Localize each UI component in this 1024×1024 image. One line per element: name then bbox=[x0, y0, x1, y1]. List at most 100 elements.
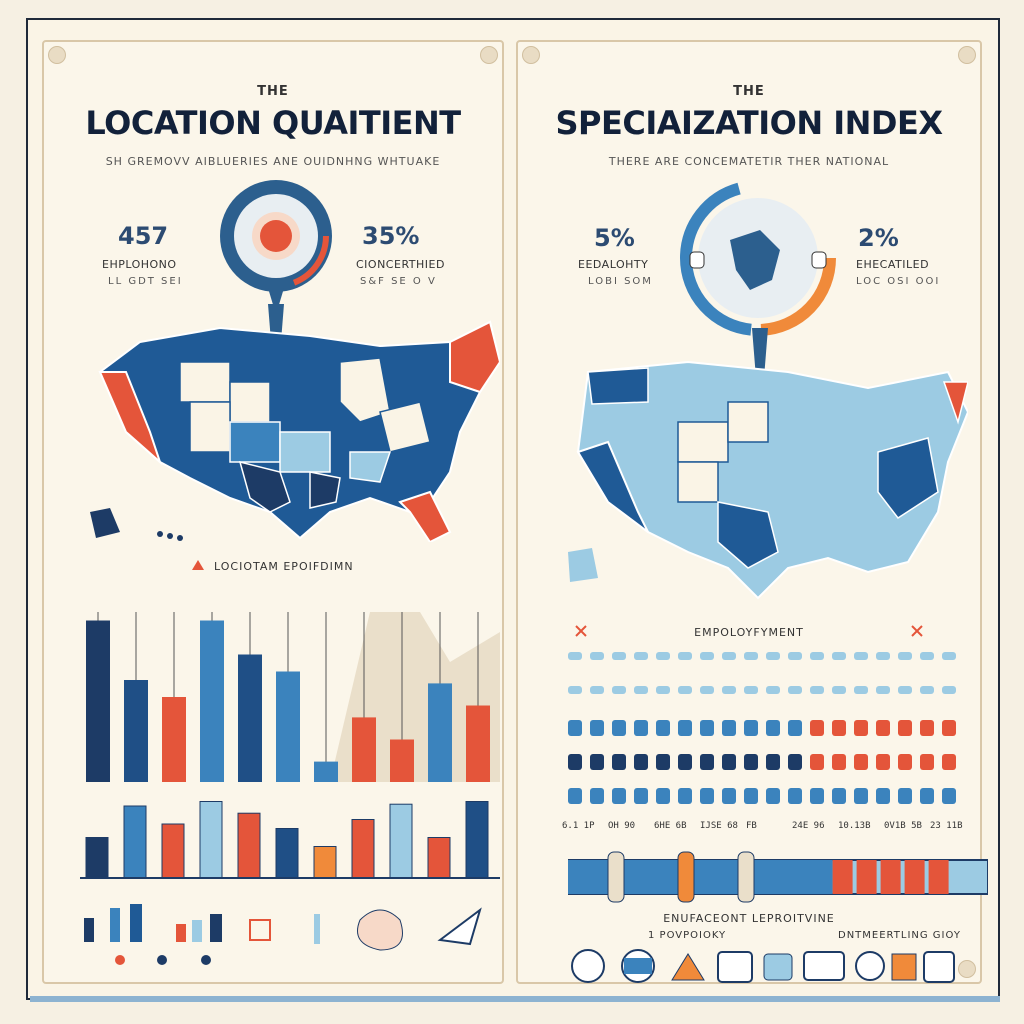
bar bbox=[238, 654, 262, 782]
map-legend-icon bbox=[192, 560, 204, 570]
infographic-frame: THE LOCATION QUAITIENT SH GREMOVV AIBLUE… bbox=[26, 18, 1000, 1000]
employment-right-icon bbox=[911, 625, 923, 637]
bar bbox=[351, 819, 375, 879]
pictogram-cell bbox=[678, 652, 692, 660]
bar bbox=[275, 828, 299, 879]
employment-left-icon bbox=[575, 625, 587, 637]
corner-rivet bbox=[480, 46, 498, 64]
stat-right-sub: LOC OSI OOI bbox=[856, 276, 941, 287]
industry-icons-row bbox=[571, 949, 955, 983]
stat-right-label: CIONCERTHIED bbox=[356, 258, 445, 271]
pictogram-cell bbox=[568, 788, 582, 804]
corner-rivet bbox=[522, 46, 540, 64]
progress-segment bbox=[928, 860, 949, 894]
pictogram-cell bbox=[634, 652, 648, 660]
bar bbox=[86, 620, 110, 782]
pictogram-cell bbox=[590, 720, 604, 736]
gauge-icon bbox=[220, 180, 332, 308]
pictogram-cell bbox=[612, 652, 626, 660]
bar bbox=[85, 837, 109, 879]
pictogram-cell bbox=[942, 686, 956, 694]
employment-pictogram bbox=[568, 652, 956, 804]
pictogram-cell bbox=[854, 652, 868, 660]
bar-chart-top bbox=[86, 612, 500, 782]
bar bbox=[199, 801, 223, 879]
pictogram-cell bbox=[832, 788, 846, 804]
pictogram-cell bbox=[788, 686, 802, 694]
pictogram-cell bbox=[744, 652, 758, 660]
pictogram-cell bbox=[854, 720, 868, 736]
pictogram-cell bbox=[854, 754, 868, 770]
pictogram-cell bbox=[832, 720, 846, 736]
pictogram-cell bbox=[920, 788, 934, 804]
stat-left-label: EEDALOHTY bbox=[578, 258, 649, 271]
employment-label: EMPOLOYFYMENT bbox=[694, 626, 804, 639]
right-caption: DNTMEERTLING GIOY bbox=[838, 930, 961, 941]
pictogram-cell bbox=[744, 686, 758, 694]
progress-segment bbox=[904, 860, 925, 894]
bar bbox=[427, 837, 451, 879]
panel-title: SPECIAIZATION INDEX bbox=[555, 104, 943, 142]
pictogram-cell bbox=[766, 720, 780, 736]
progress-bar bbox=[568, 851, 988, 903]
bar bbox=[466, 705, 490, 782]
pictogram-cell bbox=[876, 788, 890, 804]
stat-right-label: EHECATILED bbox=[856, 258, 930, 271]
frame-shadow bbox=[30, 996, 1000, 1002]
pictogram-cell bbox=[942, 652, 956, 660]
corner-rivet bbox=[958, 46, 976, 64]
pictogram-cell bbox=[744, 788, 758, 804]
pictogram-cell bbox=[590, 788, 604, 804]
pictogram-cell bbox=[810, 652, 824, 660]
pictogram-cell bbox=[920, 652, 934, 660]
pictogram-cell bbox=[898, 754, 912, 770]
pictogram-cell bbox=[700, 754, 714, 770]
stat-right-value: 2% bbox=[858, 224, 899, 252]
location-quotient-panel: THE LOCATION QUAITIENT SH GREMOVV AIBLUE… bbox=[42, 40, 504, 984]
stat-right-sub: S&F SE O V bbox=[360, 276, 437, 287]
panel-kicker: THE bbox=[257, 84, 289, 99]
bar bbox=[276, 671, 300, 782]
pictogram-cell bbox=[568, 686, 582, 694]
pictogram-cell bbox=[920, 720, 934, 736]
tick-label: 10.13B bbox=[838, 821, 871, 831]
pictogram-cell bbox=[898, 720, 912, 736]
bar bbox=[314, 761, 338, 782]
corner-rivet bbox=[48, 46, 66, 64]
bar bbox=[123, 805, 147, 879]
pictogram-cell bbox=[656, 754, 670, 770]
bar bbox=[200, 620, 224, 782]
pictogram-cell bbox=[612, 686, 626, 694]
pictogram-cell bbox=[898, 686, 912, 694]
pictogram-cell bbox=[612, 720, 626, 736]
specialization-index-panel: THE SPECIAIZATION INDEX THERE ARE CONCEM… bbox=[516, 40, 988, 984]
pictogram-cell bbox=[810, 788, 824, 804]
pictogram-cell bbox=[876, 754, 890, 770]
pictogram-cell bbox=[766, 754, 780, 770]
progress-knob bbox=[607, 851, 625, 903]
corner-rivet bbox=[958, 960, 976, 978]
pictogram-cell bbox=[634, 754, 648, 770]
pictogram-cell bbox=[898, 788, 912, 804]
panel-kicker: THE bbox=[733, 84, 765, 99]
pictogram-cell bbox=[788, 754, 802, 770]
tick-label: 24E 96 bbox=[792, 821, 825, 831]
pictogram-cell bbox=[876, 686, 890, 694]
stat-left-value: 5% bbox=[594, 224, 635, 252]
pictogram-cell bbox=[876, 720, 890, 736]
pictogram-cell bbox=[656, 652, 670, 660]
bar bbox=[428, 683, 452, 782]
pictogram-cell bbox=[920, 686, 934, 694]
panel-title: LOCATION QUAITIENT bbox=[85, 104, 461, 142]
bar bbox=[390, 739, 414, 782]
pictogram-cell bbox=[898, 652, 912, 660]
pictogram-cell bbox=[722, 652, 736, 660]
map-legend-label: LOCIOTAM EPOIFDIMN bbox=[214, 560, 354, 573]
tick-label: 6.1 1P bbox=[562, 821, 595, 831]
progress-segment bbox=[832, 860, 853, 894]
pictogram-cell bbox=[766, 788, 780, 804]
pictogram-cell bbox=[788, 788, 802, 804]
tick-label: FB bbox=[746, 821, 757, 831]
bar bbox=[389, 803, 413, 879]
pictogram-cell bbox=[568, 754, 582, 770]
